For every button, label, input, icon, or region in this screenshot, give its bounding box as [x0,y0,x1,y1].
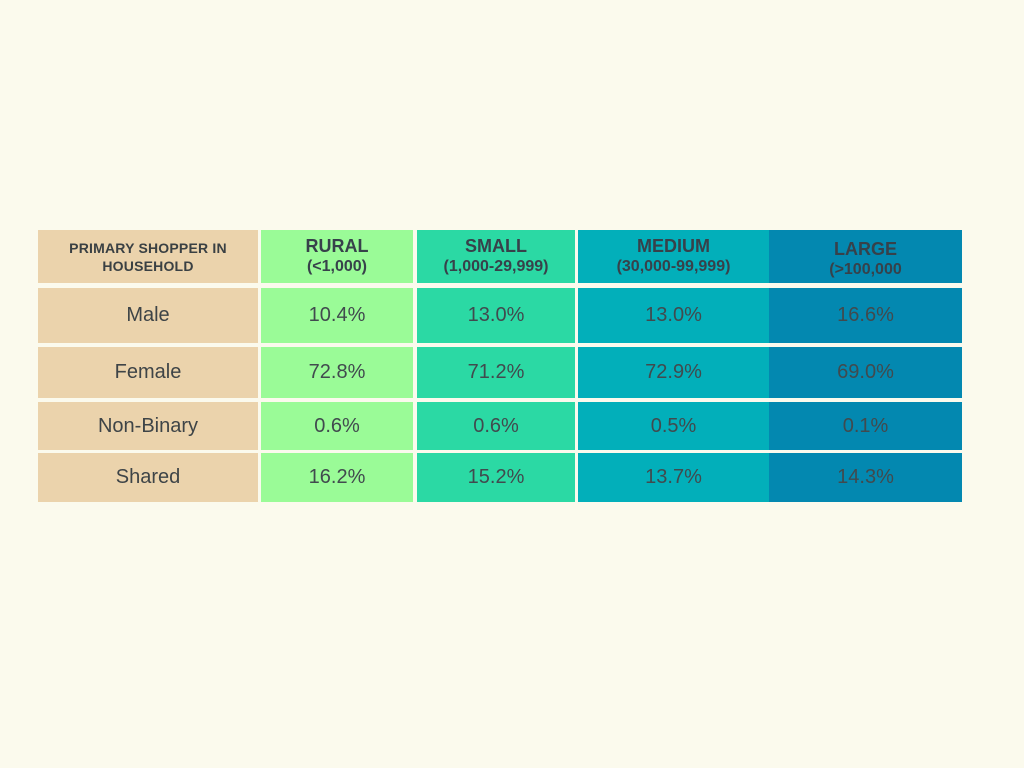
corner-header-cell: PRIMARY SHOPPER IN HOUSEHOLD [38,230,261,288]
value-female-small: 71.2% [417,347,578,402]
primary-shopper-table: PRIMARY SHOPPER IN HOUSEHOLD RURAL (<1,0… [38,230,962,502]
row-label-shared: Shared [38,453,261,502]
small-subtitle: (1,000-29,999) [443,258,549,275]
column-header-rural: RURAL (<1,000) [261,230,417,288]
large-title: LARGE [834,239,897,259]
corner-header-label: PRIMARY SHOPPER IN HOUSEHOLD [69,239,227,274]
value-female-rural: 72.8% [261,347,417,402]
column-header-large: LARGE (>100,000 [769,230,962,288]
medium-title: MEDIUM [637,236,710,256]
row-label-non-binary: Non-Binary [38,402,261,453]
column-header-small: SMALL (1,000-29,999) [417,230,578,288]
value-male-small: 13.0% [417,288,578,347]
value-shared-small: 15.2% [417,453,578,502]
rural-subtitle: (<1,000) [306,258,368,275]
small-title: SMALL [465,236,527,256]
medium-subtitle: (30,000-99,999) [616,258,731,275]
value-female-medium: 72.9% [578,347,769,402]
value-male-medium: 13.0% [578,288,769,347]
value-non-binary-medium: 0.5% [578,402,769,453]
row-label-female: Female [38,347,261,402]
value-shared-large: 14.3% [769,453,962,502]
column-header-medium: MEDIUM (30,000-99,999) [578,230,769,288]
value-non-binary-small: 0.6% [417,402,578,453]
value-non-binary-large: 0.1% [769,402,962,453]
value-shared-rural: 16.2% [261,453,417,502]
large-subtitle: (>100,000 [829,261,902,278]
rural-title: RURAL [305,236,369,256]
value-female-large: 69.0% [769,347,962,402]
row-label-male: Male [38,288,261,347]
value-shared-medium: 13.7% [578,453,769,502]
value-non-binary-rural: 0.6% [261,402,417,453]
value-male-rural: 10.4% [261,288,417,347]
value-male-large: 16.6% [769,288,962,347]
